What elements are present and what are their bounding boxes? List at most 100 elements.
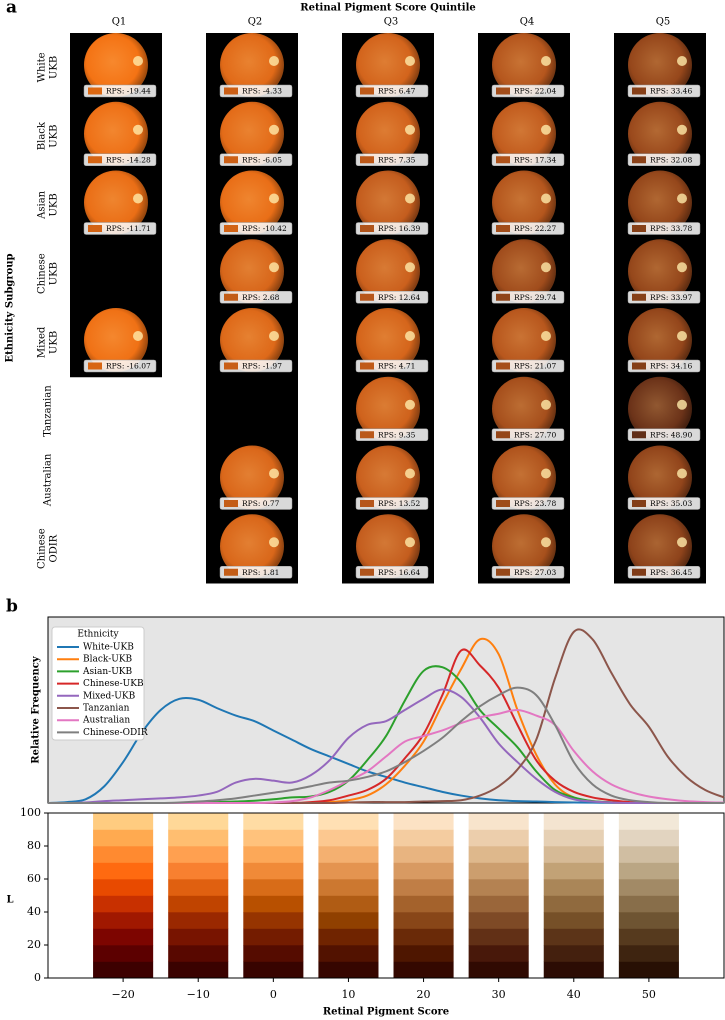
fundus-image (356, 376, 420, 441)
row-label: Chinese (37, 528, 48, 569)
color-swatch (618, 829, 679, 847)
row-label: ODIR (49, 534, 60, 562)
color-swatch (618, 928, 679, 946)
optic-disc (541, 124, 551, 135)
optic-disc (133, 56, 143, 66)
color-swatch (243, 813, 304, 830)
fundus-image (220, 308, 284, 372)
rps-label: RPS: 13.52 (378, 499, 420, 508)
optic-disc (269, 124, 279, 135)
label-swatch (632, 156, 646, 164)
rps-label: RPS: 2.68 (242, 293, 280, 302)
column-header: Q5 (656, 17, 671, 28)
color-swatch (618, 846, 679, 863)
rps-label: RPS: 33.46 (650, 87, 692, 96)
fundus-image (492, 376, 556, 441)
color-swatch (543, 928, 604, 946)
optic-disc (269, 262, 279, 273)
color-swatch (318, 813, 379, 830)
x-tick-label: 20 (417, 988, 431, 1001)
rps-label: RPS: 27.03 (514, 568, 556, 577)
color-swatch (318, 945, 379, 962)
x-tick-label: −10 (187, 988, 210, 1001)
color-swatch (618, 879, 679, 896)
optic-disc (269, 331, 279, 341)
rps-label: RPS: -19.44 (106, 87, 151, 96)
color-swatch (618, 961, 679, 979)
color-swatch (468, 895, 529, 913)
rps-label: RPS: 16.39 (378, 224, 420, 233)
rps-label: RPS: -6.05 (242, 155, 282, 164)
color-swatch (168, 879, 229, 896)
color-swatch (468, 829, 529, 847)
color-swatch (168, 961, 229, 979)
label-swatch (632, 87, 646, 95)
label-swatch (224, 87, 238, 95)
label-swatch (224, 156, 238, 164)
fundus-image (628, 308, 692, 372)
color-swatch (318, 961, 379, 979)
optic-disc (541, 399, 551, 410)
grid-title: Retinal Pigment Score Quintile (300, 3, 475, 14)
color-swatch (543, 862, 604, 880)
y-tick-label: 0 (34, 971, 41, 984)
fundus-image (492, 308, 556, 372)
color-swatch (168, 895, 229, 913)
color-swatch (168, 846, 229, 863)
label-swatch (496, 293, 510, 301)
color-swatch (543, 945, 604, 962)
label-swatch (360, 156, 374, 164)
legend-label: Mixed-UKB (83, 691, 136, 701)
color-swatch (318, 928, 379, 946)
color-swatch (393, 912, 454, 929)
fundus-image (628, 514, 692, 579)
label-swatch (224, 225, 238, 232)
density-line (47, 688, 724, 805)
color-swatch (618, 813, 679, 830)
color-swatch (543, 912, 604, 929)
rps-label: RPS: 27.70 (514, 430, 556, 439)
color-swatch (93, 961, 154, 979)
fundus-image (220, 239, 284, 304)
fundus-image (628, 33, 692, 97)
color-swatch (93, 928, 154, 946)
color-swatch (618, 895, 679, 913)
fundus-image (356, 445, 420, 510)
rps-label: RPS: 16.64 (378, 568, 420, 577)
optic-disc (269, 537, 279, 548)
optic-disc (405, 468, 415, 479)
color-swatch (168, 945, 229, 962)
optic-disc (677, 399, 687, 410)
row-label: Black (37, 121, 48, 150)
color-swatch (618, 912, 679, 929)
color-swatch (393, 813, 454, 830)
color-swatch (318, 879, 379, 896)
fundus-image (628, 170, 692, 235)
fundus-image (492, 445, 556, 510)
fundus-image (356, 170, 420, 235)
color-swatch (318, 862, 379, 880)
x-tick-label: 50 (642, 988, 656, 1001)
x-tick-label: 0 (270, 988, 277, 1001)
fundus-image (356, 514, 420, 579)
color-swatch (618, 862, 679, 880)
optic-disc (133, 193, 143, 204)
panel-label: b (6, 597, 18, 617)
color-swatch (468, 813, 529, 830)
image-cell (206, 376, 298, 446)
rps-label: RPS: 1.81 (242, 568, 279, 577)
rps-label: RPS: 21.07 (514, 362, 556, 371)
rps-label: RPS: 33.97 (650, 293, 692, 302)
color-swatch (168, 862, 229, 880)
y-tick-label: 40 (27, 905, 41, 918)
row-label: UKB (49, 125, 60, 148)
x-tick-label: 10 (341, 988, 355, 1001)
fundus-image (628, 239, 692, 304)
legend-label: White-UKB (83, 643, 134, 653)
color-swatch (168, 912, 229, 929)
x-axis-title: Retinal Pigment Score (323, 1007, 449, 1018)
rps-label: RPS: 0.77 (242, 499, 280, 508)
legend-label: Australian (82, 716, 130, 726)
